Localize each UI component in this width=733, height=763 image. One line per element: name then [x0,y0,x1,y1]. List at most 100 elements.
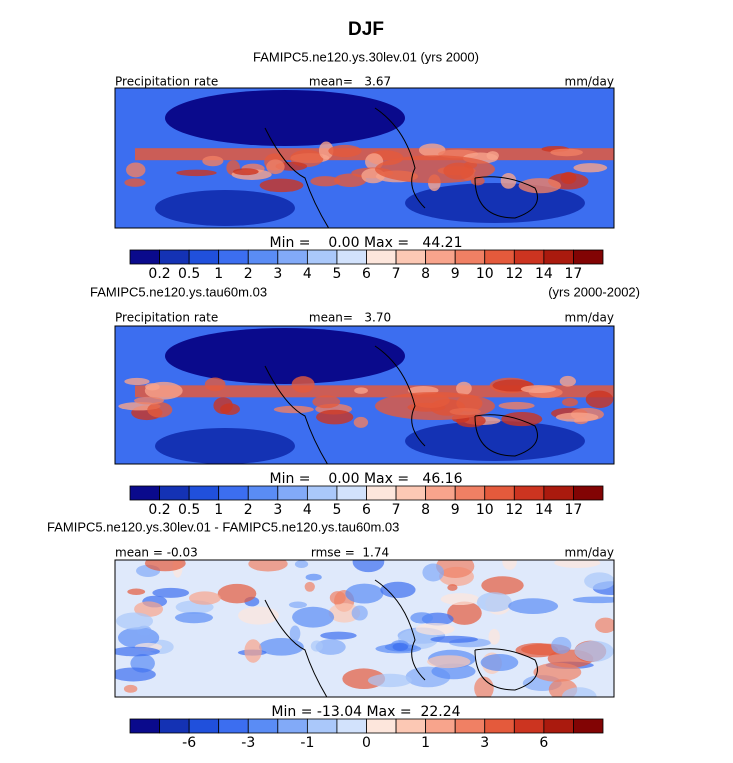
dry-zone [165,90,405,146]
colorbar-label: 1 [421,735,430,751]
min-max-label: Min = 0.00 Max = 44.21 [270,235,463,251]
colorbar-label: 0.2 [148,502,170,518]
wet-patch [318,141,334,160]
diff-patch [134,601,164,617]
wet-patch [375,155,495,184]
diff-patch [238,606,279,625]
diff-patch [436,560,475,579]
wet-patch [518,178,562,194]
diff-patch [502,560,517,570]
wet-patch [124,377,150,386]
colorbar-box [188,718,220,734]
wet-patch [555,412,599,422]
diff-patch [292,606,335,628]
diff-patch [595,617,614,634]
panel-center-label: rmse = 1.74 [311,546,389,560]
diff-patch [115,646,160,657]
colorbar-label: 10 [476,266,494,282]
colorbar-box [129,718,160,734]
colorbar-label: 4 [303,502,312,518]
colorbar-box [277,718,308,734]
diff-patch [174,612,214,624]
diff-patch [422,563,445,582]
min-max-label: Min = 0.00 Max = 46.16 [270,471,463,487]
wet-patch [202,155,224,167]
colorbar-box [247,485,279,501]
colorbar-label: 14 [535,266,553,282]
colorbar-label: 7 [392,266,401,282]
diff-patch [288,601,307,609]
coastline [264,345,538,464]
colorbar-label: 10 [476,502,494,518]
colorbar-label: 5 [332,502,341,518]
diff-patch [345,583,384,604]
colorbar-label: 6 [362,502,371,518]
colorbar-label: 3 [273,266,282,282]
colorbar-label: 1 [214,266,223,282]
diff-patch [474,676,494,697]
wet-patch [259,178,304,193]
colorbar-box [366,249,397,265]
diff-patch [258,638,304,656]
map [114,559,615,698]
diff-patch [152,587,190,598]
diff-patch [447,601,482,625]
diff-patch [367,673,412,688]
diff-patch [554,560,601,569]
colorbar-box [395,718,427,734]
diff-patch [574,640,614,662]
colorbar-box [336,249,367,265]
colorbar-box [513,718,545,734]
wet-patch [204,377,226,392]
colorbar-box [513,249,545,265]
diff-patch [584,572,614,590]
colorbar-label: 9 [451,266,460,282]
diff-patch [551,636,572,654]
diff-patch [352,560,385,573]
colorbar-box [306,249,338,265]
diff-patch [244,639,262,663]
wet-patch [559,375,576,387]
diff-patch [320,631,357,640]
colorbar-box [277,249,308,265]
dry-zone [155,428,295,464]
min-max-label: Min = -13.04 Max = 22.24 [271,704,460,720]
diff-patch [488,628,500,645]
dry-zone [405,421,585,461]
colorbar-box [159,485,190,501]
panel-header: FAMIPC5.ne120.ys.tau60m.03 [90,284,267,299]
dry-zone [155,190,295,226]
coastline [264,579,538,697]
colorbar-box [454,249,486,265]
colorbar-box [218,249,249,265]
map-frame [114,325,615,465]
wet-patch [520,385,556,394]
colorbar-box [454,718,486,734]
title: DJF [348,19,384,40]
colorbar-box [306,485,338,501]
panel-left-label: mean = -0.03 [115,546,198,560]
colorbar-label: 8 [421,502,430,518]
colorbar-box [218,718,249,734]
wet-patch [124,178,146,187]
colorbar-box [218,485,249,501]
diff-patch [533,662,582,682]
map-field [115,88,614,228]
panel-header: FAMIPC5.ne120.ys.30lev.01 - FAMIPC5.ne12… [47,519,399,534]
colorbar-box [425,249,456,265]
colorbar-box [425,718,456,734]
panel-header-right: (yrs 2000-2002) [548,284,640,299]
colorbar-box [484,718,515,734]
colorbar-label: -1 [300,735,314,751]
diff-patch [508,598,559,614]
colorbar-box [543,249,574,265]
colorbar-label: 0.5 [178,266,200,282]
diff-patch [440,593,480,606]
colorbar-box [188,485,220,501]
colorbar-label: 6 [362,266,371,282]
colorbar-label: 5 [332,266,341,282]
wet-patch [585,390,614,409]
wet-patch [273,405,314,414]
colorbar-box [543,485,574,501]
